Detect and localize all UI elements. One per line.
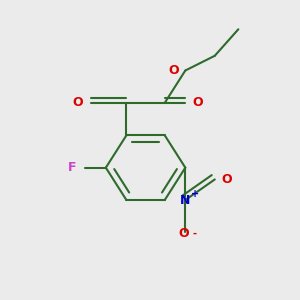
Text: -: - — [193, 229, 197, 239]
Text: O: O — [168, 64, 179, 77]
Text: +: + — [191, 189, 199, 199]
Text: O: O — [222, 173, 232, 186]
Text: O: O — [192, 96, 203, 110]
Text: O: O — [178, 227, 189, 240]
Text: N: N — [180, 194, 190, 207]
Text: F: F — [68, 161, 76, 174]
Text: O: O — [73, 96, 83, 110]
